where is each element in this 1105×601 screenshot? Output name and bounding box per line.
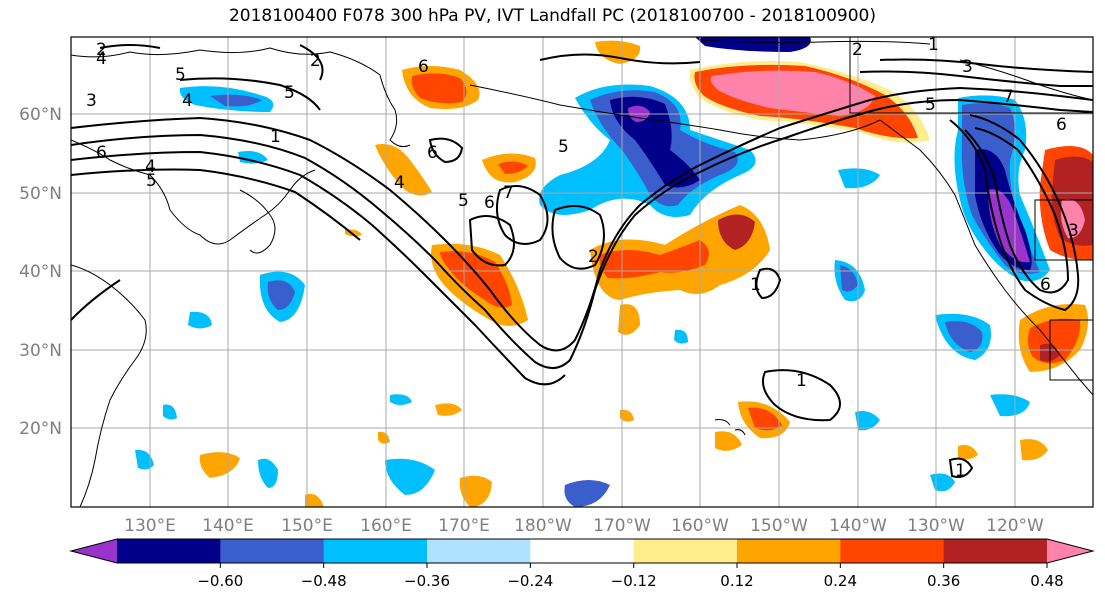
lon-label: 140°E [202,516,254,536]
colorbar-bin [840,539,945,563]
colorbar-bin [943,539,1048,563]
lon-label: 180°W [514,516,572,536]
lon-label: 170°W [593,516,651,536]
colorbar-bin [427,539,531,563]
colorbar-tick-label: 0.12 [720,572,753,590]
colorbar-bin [633,539,738,563]
lon-label: 150°W [750,516,808,536]
contour-label: 2 [588,247,599,267]
lat-label: 60°N [19,105,62,125]
colorbar: −0.60 −0.48 −0.36 −0.24 −0.12 0.12 0.24 0.36 0.4… [69,538,1095,590]
plot-title: 2018100400 F078 300 hPa PV, IVT Landfall… [228,6,876,26]
lat-label: 40°N [19,262,62,282]
lon-label: 130°W [907,516,965,536]
contour-labels: 2 4 3 5 4 6 4 5 1 2 6 5 4 5 6 7 2 6 5 1 … [86,35,1079,481]
colorbar-tick-label: 0.24 [824,572,857,590]
colorbar-tick-label: −0.48 [301,572,347,590]
lon-label: 160°E [360,516,412,536]
lon-label: 120°W [986,516,1044,536]
lat-label: 30°N [19,341,62,361]
map-frame [70,36,1094,508]
contour-label: 4 [182,91,193,111]
colorbar-bin [323,539,428,563]
colorbar-tick-label: 0.48 [1030,572,1063,590]
contour-label: 6 [427,143,438,163]
map-background [71,37,1093,507]
contour-label: 5 [458,191,469,211]
contour-label: 5 [284,83,295,103]
colorbar-extend-min [71,539,117,563]
colorbar-tick-label: −0.24 [507,572,553,590]
pv-contours [71,44,1093,478]
latitude-labels: 60°N 50°N 40°N 30°N 20°N [19,105,62,439]
contour-label: 1 [750,275,761,295]
lat-label: 20°N [19,419,62,439]
contour-label: 1 [796,371,807,391]
coastlines [71,39,1093,507]
contour-label: 6 [1040,275,1051,295]
colorbar-tick-label: −0.12 [611,572,657,590]
region-box-socal [1049,319,1093,381]
colorbar-bin [737,539,841,563]
contour-label: 5 [146,171,157,191]
lat-label: 50°N [19,184,62,204]
contour-label: 2 [310,51,321,71]
lon-label: 160°W [671,516,729,536]
colorbar-bin [220,539,325,563]
contour-label: 6 [418,57,429,77]
lon-label: 150°E [281,516,333,536]
contour-label: 7 [1003,87,1014,107]
contour-label: 5 [925,95,936,115]
contour-label: 4 [96,49,107,69]
contour-label: 4 [394,173,405,193]
contour-label: 1 [270,127,281,147]
region-box-alaska [849,37,1093,114]
colorbar-tick-label: 0.36 [927,572,960,590]
graticule [71,37,1093,507]
contour-label: 6 [1056,115,1067,135]
contour-label: 6 [484,193,495,213]
colorbar-tick-label: −0.60 [197,572,243,590]
lon-label: 130°E [124,516,176,536]
contour-label: 1 [955,461,966,481]
contour-label: 3 [962,57,973,77]
colorbar-tick-label: −0.36 [404,572,450,590]
contour-label: 1 [928,35,939,55]
contour-label: 4 [145,157,156,177]
lon-label: 140°W [829,516,887,536]
region-box-westcoast [1034,199,1093,261]
contour-label: 3 [1068,221,1079,241]
contour-label: 5 [558,137,569,157]
colorbar-bin [117,539,221,563]
contour-label: 5 [175,65,186,85]
contour-label: 6 [96,143,107,163]
colorbar-outline [69,538,1095,564]
contour-label: 2 [96,40,107,60]
contour-label: 3 [86,91,97,111]
longitude-labels: 130°E 140°E 150°E 160°E 170°E 180°W 170°… [124,516,1044,536]
lon-label: 170°E [438,516,490,536]
colorbar-extend-max [1047,539,1093,563]
ivt-shading [135,37,1093,507]
colorbar-bin [530,539,635,563]
contour-label: 2 [852,40,863,60]
contour-label: 7 [503,183,514,203]
